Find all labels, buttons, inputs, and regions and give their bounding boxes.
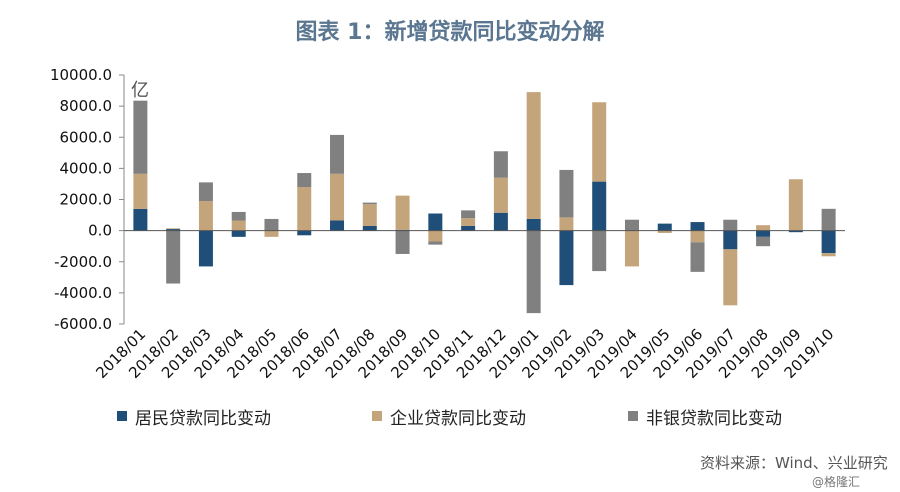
bar-segment	[723, 249, 738, 306]
bar-segment	[166, 228, 181, 230]
bar-segment	[493, 151, 508, 178]
y-tick-label: 2000.0	[60, 191, 113, 209]
bar-segment	[624, 230, 639, 267]
bar-segment	[264, 230, 279, 237]
bar-segment	[559, 217, 574, 231]
y-tick-label: -2000.0	[54, 253, 112, 271]
legend-item-household: 居民贷款同比变动	[117, 405, 271, 429]
chart-title: 图表 1：新增贷款同比变动分解	[295, 20, 605, 45]
y-tick-label: -4000.0	[54, 284, 112, 302]
bar-segment	[788, 179, 803, 231]
source-note: 资料来源：Wind、兴业研究	[700, 454, 888, 472]
bar-segment	[756, 225, 771, 231]
bar-segment	[198, 230, 213, 267]
bar-segment	[592, 102, 607, 182]
legend-label-nonbank: 非银贷款同比变动	[646, 408, 782, 429]
bar-segment	[788, 230, 803, 233]
y-tick-label: 10000.0	[50, 66, 112, 84]
legend-label-corporate: 企业贷款同比变动	[390, 408, 526, 429]
bar-segment	[231, 230, 246, 237]
bar-segment	[461, 218, 476, 226]
bar-segment	[133, 100, 148, 174]
legend-swatch-household	[117, 411, 127, 421]
bar-segment	[133, 173, 148, 209]
bar-segment	[526, 230, 541, 314]
bar-segment	[592, 230, 607, 272]
bar-segment	[166, 230, 181, 284]
legend-swatch-corporate	[372, 411, 382, 421]
bar-segment	[723, 219, 738, 231]
bar-segment	[723, 230, 738, 250]
bar-segment	[428, 241, 443, 245]
bar-segment	[657, 230, 672, 233]
bar-segment	[493, 212, 508, 231]
bar-segment	[198, 182, 213, 202]
y-tick-label: 8000.0	[60, 97, 113, 115]
legend-swatch-nonbank	[628, 411, 638, 421]
bar-segment	[624, 219, 639, 231]
bar-segment	[493, 177, 508, 213]
bar-segment	[821, 208, 836, 231]
watermark: @格隆汇	[812, 475, 861, 489]
bar-segment	[395, 230, 410, 254]
bar-segment	[330, 134, 345, 174]
bar-segment	[362, 225, 377, 231]
bar-segment	[362, 202, 377, 205]
bar-segment	[592, 181, 607, 231]
legend-item-nonbank: 非银贷款同比变动	[628, 405, 782, 429]
bar-segment	[133, 208, 148, 231]
bar-segment	[821, 253, 836, 257]
bar-segment	[166, 229, 181, 231]
bar-segment	[690, 230, 705, 243]
bar-segment	[756, 230, 771, 237]
bar-segment	[330, 220, 345, 231]
bar-segment	[297, 173, 312, 188]
bar-segment	[526, 92, 541, 219]
bar-segment	[690, 222, 705, 231]
bar-segment	[559, 230, 574, 286]
unit-label: 亿	[131, 80, 149, 101]
bar-segment	[428, 230, 443, 242]
bar-segment	[264, 218, 279, 231]
bar-segment	[231, 220, 246, 231]
bar-segment	[821, 230, 836, 254]
bar-segment	[559, 169, 574, 218]
bar-segment	[657, 223, 672, 231]
bar-segment	[756, 236, 771, 247]
bar-segment	[297, 230, 312, 236]
y-tick-label: 0.0	[88, 222, 112, 240]
legend-label-household: 居民贷款同比变动	[135, 408, 271, 429]
y-tick-label: -6000.0	[54, 315, 112, 333]
bar-segment	[428, 213, 443, 231]
bar-segment	[362, 204, 377, 226]
bar-segment	[526, 218, 541, 231]
y-tick-label: 4000.0	[60, 159, 113, 177]
bar-segment	[297, 187, 312, 231]
bar-segment	[461, 225, 476, 231]
bar-segment	[395, 195, 410, 230]
y-tick-label: 6000.0	[60, 128, 113, 146]
bar-segment	[231, 211, 246, 221]
bar-segment	[461, 210, 476, 219]
legend-item-corporate: 企业贷款同比变动	[372, 405, 526, 429]
bar-segment	[198, 201, 213, 231]
bar-segment	[330, 173, 345, 221]
bar-segment	[690, 242, 705, 272]
